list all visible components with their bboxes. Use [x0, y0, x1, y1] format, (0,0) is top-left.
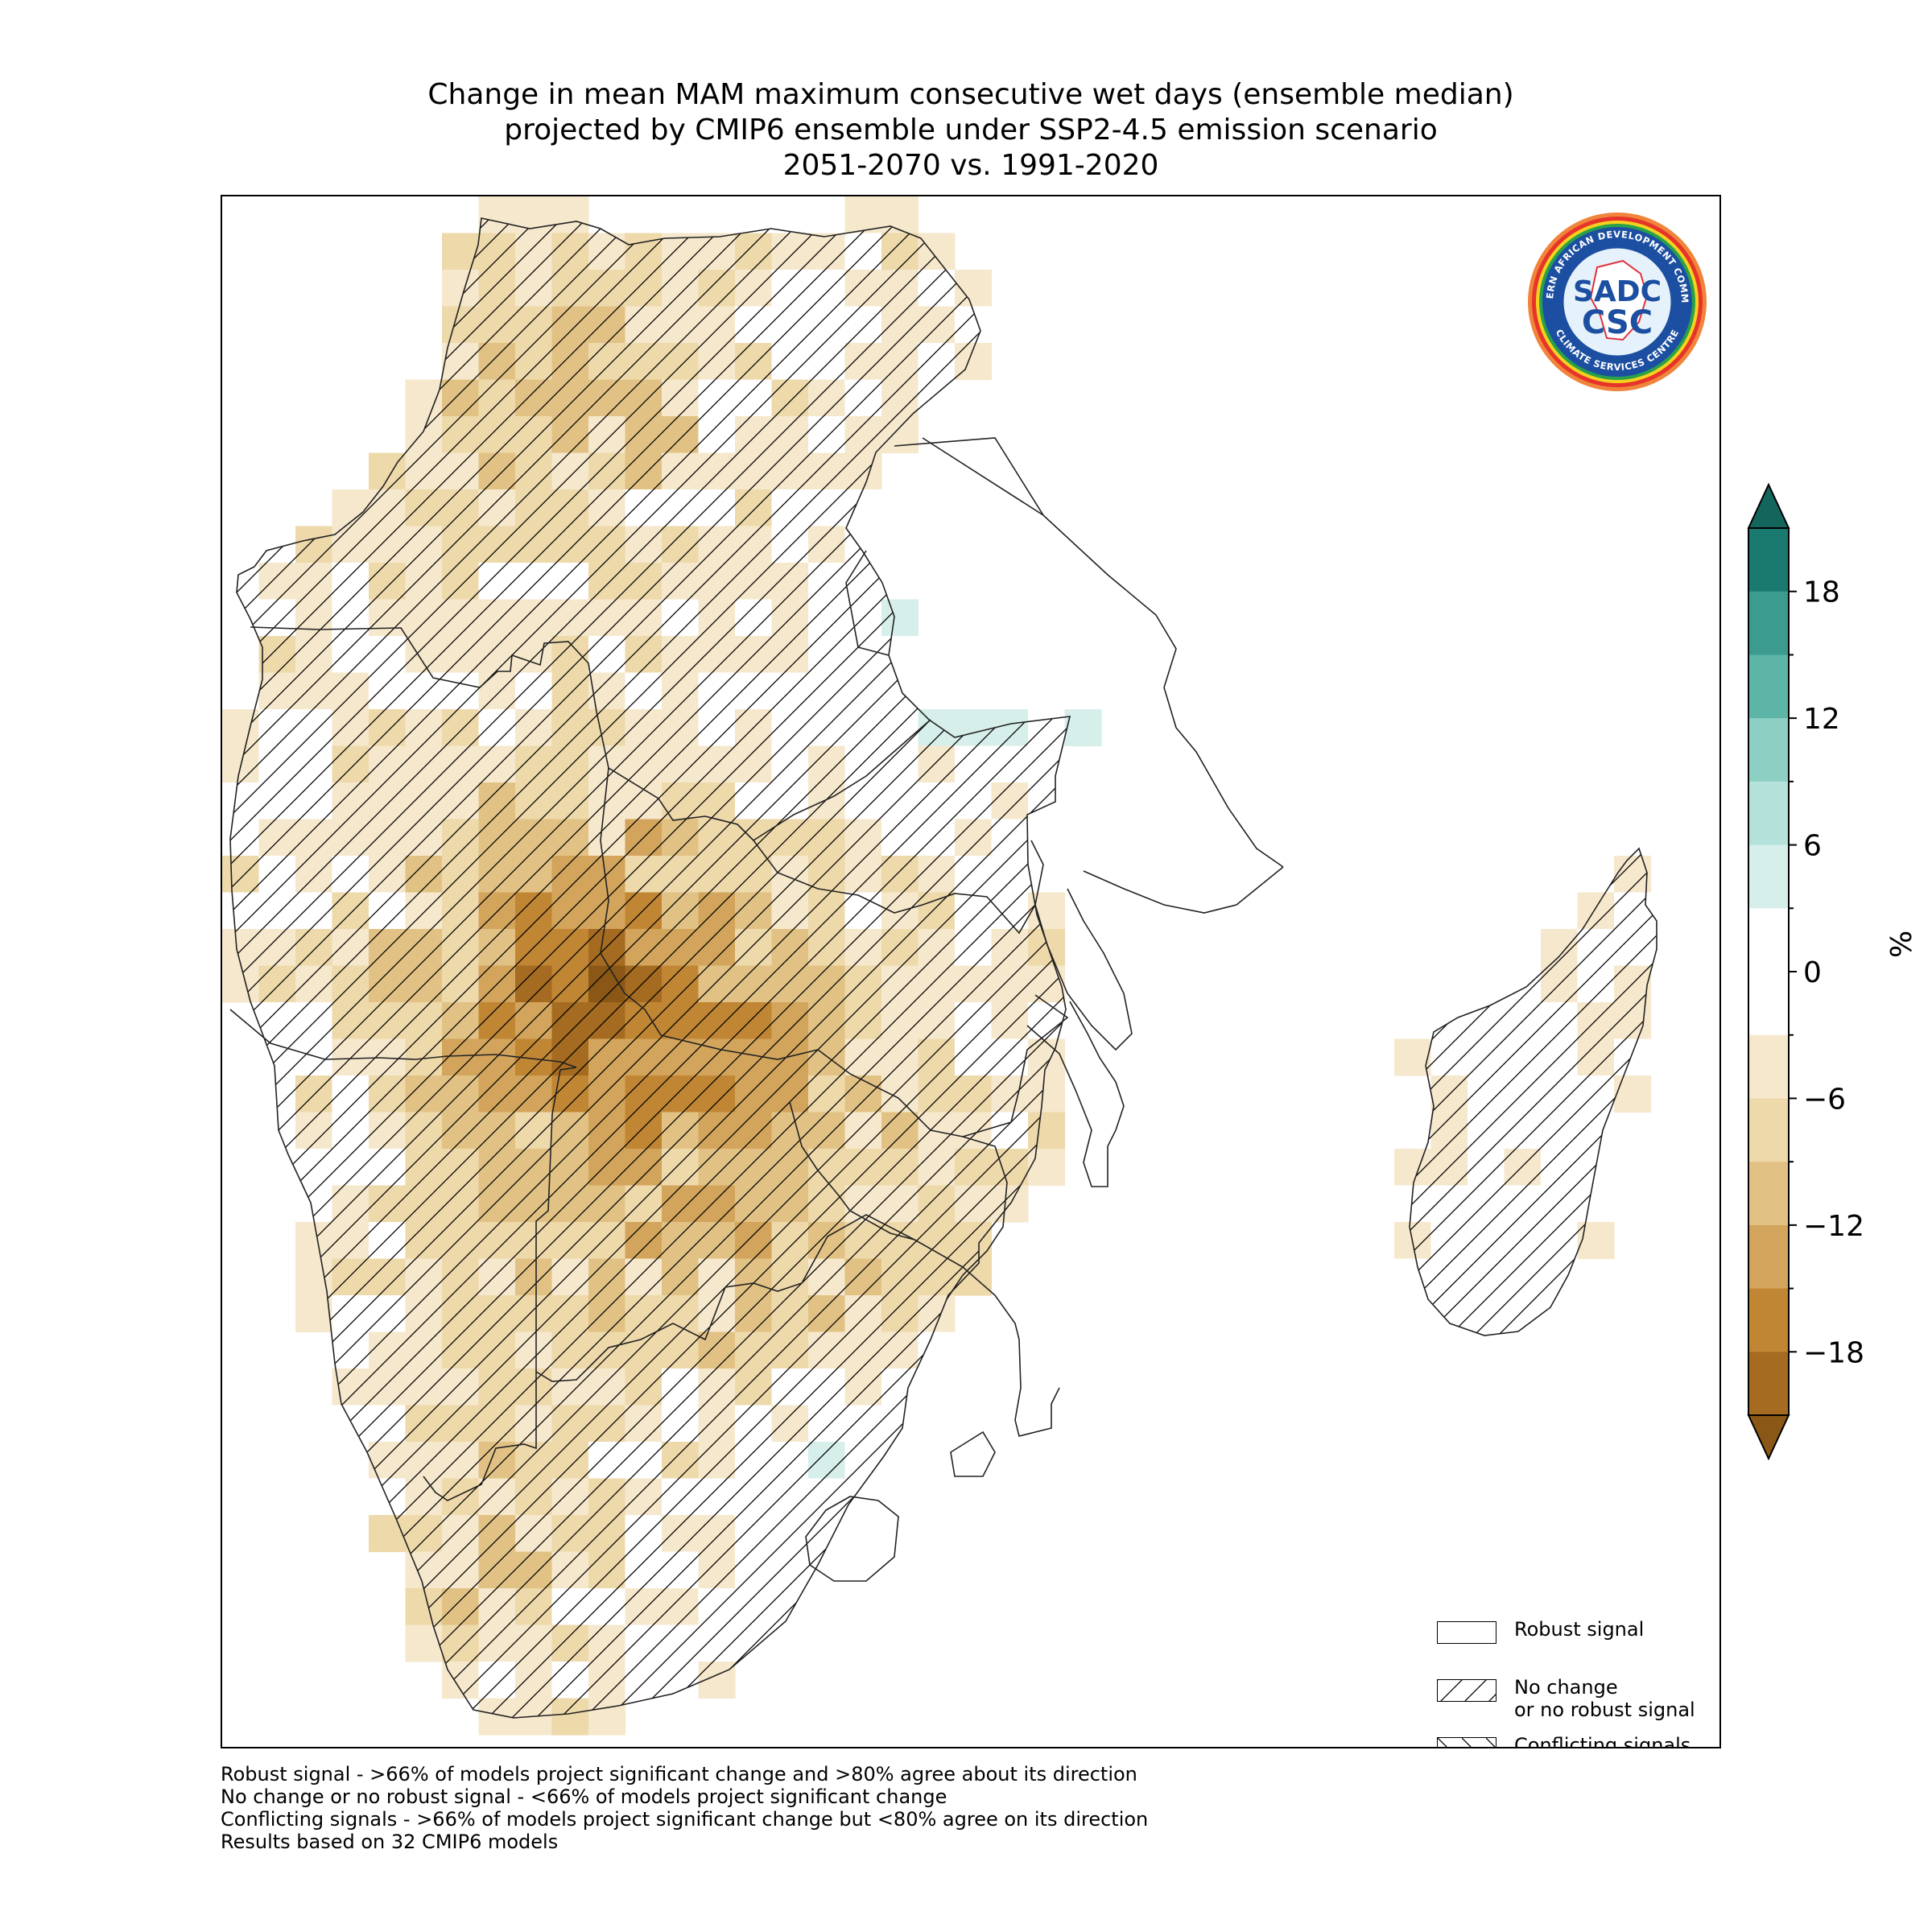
border-tanzania-south — [1083, 866, 1284, 914]
hatching-legend: Robust signal No change or no robust sig… — [1437, 1616, 1711, 1748]
grid-cell — [1468, 1331, 1505, 1369]
madagascar-coastline — [1409, 847, 1657, 1336]
legend-label-no-change-2: or no robust signal — [1514, 1699, 1695, 1721]
border-zambia-malawi — [962, 994, 1069, 1137]
border-zambia-zimbabwe — [660, 1034, 964, 1137]
legend-no-change: No change or no robust signal — [1437, 1674, 1711, 1732]
mainland-coastline — [229, 217, 1071, 1719]
border-angola-drc — [250, 626, 754, 841]
legend-label-robust: Robust signal — [1514, 1618, 1645, 1641]
colorbar-bin-7 — [1748, 1034, 1789, 1099]
border-namibia-botswana — [535, 1067, 577, 1372]
colorbar-extend-max — [1747, 483, 1790, 529]
colorbar-bin-10 — [1748, 1224, 1789, 1290]
grid-cell — [844, 196, 882, 234]
hatch-overlay — [230, 218, 1657, 1718]
colorbar-tick-label: 12 — [1803, 703, 1840, 736]
map-title: Change in mean MAM maximum consecutive w… — [221, 77, 1721, 184]
lake-victoria — [894, 437, 1044, 516]
eswatini — [950, 1430, 996, 1477]
lake-tanganyika — [1034, 888, 1133, 1051]
logo-monogram-top: SADC — [1573, 275, 1662, 308]
border-tanzania-kenya — [922, 437, 1177, 688]
border-mozambique-southafrica — [1014, 1339, 1060, 1437]
grid-cell — [295, 1295, 333, 1333]
legend-label-no-change: No change or no robust signal — [1514, 1676, 1695, 1721]
footnotes: Robust signal - >66% of models project s… — [221, 1763, 1670, 1853]
logo-emblem: SOUTHERN AFRICAN DEVELOPMENT COMMUNITY C… — [1526, 211, 1707, 391]
colorbar-bin-1 — [1748, 591, 1789, 655]
legend-robust: Robust signal — [1437, 1616, 1711, 1674]
colorbar-bin-8 — [1748, 1098, 1789, 1162]
colorbar-bin-9 — [1748, 1162, 1789, 1226]
logo-monogram-bottom: CSC — [1582, 304, 1653, 341]
border-drc-tanzania — [845, 550, 890, 656]
border-angola-namibia — [229, 1009, 577, 1068]
colorbar-tick-label: 18 — [1803, 576, 1840, 609]
colorbar-extend-min — [1747, 1414, 1790, 1460]
legend-swatch-robust — [1437, 1621, 1496, 1644]
legend-swatch-conflicting — [1437, 1737, 1496, 1747]
colorbar-bin-5 — [1748, 844, 1789, 909]
colorbar-unit: % — [1885, 930, 1918, 958]
grid-cell — [1394, 1038, 1432, 1076]
border-drc-east — [753, 719, 931, 841]
sadc-csc-logo: SOUTHERN AFRICAN DEVELOPMENT COMMUNITY C… — [1526, 211, 1708, 393]
legend-swatch-no-change — [1437, 1679, 1496, 1702]
map-panel: SOUTHERN AFRICAN DEVELOPMENT COMMUNITY C… — [221, 195, 1721, 1748]
country-borders — [229, 217, 1657, 1719]
colorbar-tick-label: −18 — [1803, 1336, 1864, 1369]
footnote-no-change: No change or no robust signal - <66% of … — [221, 1785, 947, 1808]
border-botswana-zimbabwe — [789, 1101, 915, 1241]
lesotho — [805, 1496, 899, 1582]
colorbar-bin-0 — [1748, 528, 1789, 592]
colorbar-bin-6 — [1748, 908, 1789, 1036]
colorbar-tick-label: −6 — [1803, 1083, 1846, 1116]
border-namibia-southafrica — [423, 1372, 537, 1501]
grid-cell — [1064, 709, 1102, 747]
border-angola-zambia — [600, 767, 662, 1036]
legend-label-conflicting: Conflicting signals — [1514, 1734, 1691, 1748]
colorbar-bin-12 — [1748, 1352, 1789, 1416]
tanzania-coast — [1163, 687, 1284, 868]
border-botswana-southafrica — [535, 1214, 915, 1382]
title-line-2: projected by CMIP6 ensemble under SSP2-4… — [504, 114, 1438, 147]
border-zambia-north — [753, 840, 1044, 935]
border-mozambique-zimbabwe — [946, 1136, 1008, 1300]
map-canvas — [222, 196, 1688, 1736]
colorbar-bin-11 — [1748, 1288, 1789, 1352]
title-line-3: 2051-2070 vs. 1991-2020 — [782, 149, 1159, 182]
legend-label-no-change-1: No change — [1514, 1676, 1618, 1699]
colorbar-tick-label: 6 — [1803, 830, 1822, 863]
colorbar-tick-label: 0 — [1803, 956, 1822, 989]
colorbar-bin-3 — [1748, 718, 1789, 782]
footnote-conflicting: Conflicting signals - >66% of models pro… — [221, 1808, 1149, 1831]
title-line-1: Change in mean MAM maximum consecutive w… — [427, 78, 1514, 111]
border-mozambique-malawi — [1026, 1025, 1108, 1187]
colorbar: 18 12 6 0 −6 −12 −18 — [1747, 483, 1864, 1460]
footnote-models: Results based on 32 CMIP6 models — [221, 1831, 559, 1853]
colorbar-bin-2 — [1748, 654, 1789, 719]
lake-malawi — [1069, 1001, 1125, 1147]
border-southafrica-zimbabwe — [914, 1239, 1020, 1340]
footnote-robust: Robust signal - >66% of models project s… — [221, 1763, 1137, 1785]
legend-conflicting: Conflicting signals — [1437, 1732, 1711, 1748]
colorbar-tick-label: −12 — [1803, 1210, 1864, 1243]
colorbar-bin-4 — [1748, 781, 1789, 846]
